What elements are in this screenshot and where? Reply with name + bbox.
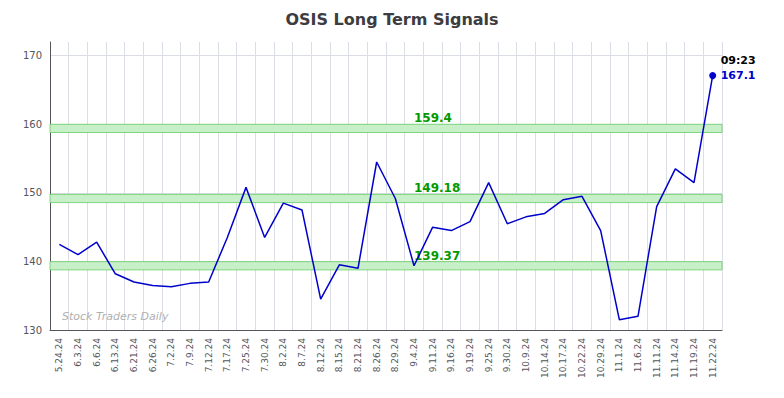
svg-text:9.16.24: 9.16.24 bbox=[446, 338, 456, 373]
svg-text:9.11.24: 9.11.24 bbox=[428, 338, 438, 373]
svg-text:6.13.24: 6.13.24 bbox=[110, 338, 120, 373]
svg-text:7.12.24: 7.12.24 bbox=[204, 338, 214, 373]
svg-text:149.18: 149.18 bbox=[414, 181, 460, 195]
svg-text:11.6.24: 11.6.24 bbox=[633, 338, 643, 373]
svg-text:6.3.24: 6.3.24 bbox=[73, 338, 83, 367]
svg-text:10.29.24: 10.29.24 bbox=[596, 338, 606, 378]
svg-text:6.6.24: 6.6.24 bbox=[92, 338, 102, 367]
svg-text:7.2.24: 7.2.24 bbox=[166, 338, 176, 367]
svg-text:160: 160 bbox=[23, 119, 42, 130]
svg-text:10.9.24: 10.9.24 bbox=[521, 338, 531, 373]
svg-text:170: 170 bbox=[23, 50, 42, 61]
svg-text:11.11.24: 11.11.24 bbox=[652, 338, 662, 378]
svg-text:150: 150 bbox=[23, 187, 42, 198]
svg-text:10.14.24: 10.14.24 bbox=[540, 338, 550, 378]
svg-text:8.29.24: 8.29.24 bbox=[390, 338, 400, 373]
svg-text:7.25.24: 7.25.24 bbox=[241, 338, 251, 373]
svg-text:139.37: 139.37 bbox=[414, 248, 461, 263]
svg-text:9.19.24: 9.19.24 bbox=[465, 338, 475, 373]
svg-text:11.14.24: 11.14.24 bbox=[670, 338, 680, 378]
svg-text:6.26.24: 6.26.24 bbox=[148, 338, 158, 373]
svg-text:9.30.24: 9.30.24 bbox=[502, 338, 512, 373]
svg-text:7.30.24: 7.30.24 bbox=[260, 338, 270, 373]
svg-text:9.25.24: 9.25.24 bbox=[484, 338, 494, 373]
svg-text:11.1.24: 11.1.24 bbox=[614, 338, 624, 373]
svg-text:9.4.24: 9.4.24 bbox=[409, 338, 419, 367]
svg-text:8.2.24: 8.2.24 bbox=[278, 338, 288, 367]
svg-text:8.26.24: 8.26.24 bbox=[372, 338, 382, 373]
svg-text:6.21.24: 6.21.24 bbox=[129, 338, 139, 373]
svg-text:8.12.24: 8.12.24 bbox=[316, 338, 326, 373]
svg-text:7.9.24: 7.9.24 bbox=[185, 338, 195, 367]
svg-text:5.24.24: 5.24.24 bbox=[54, 338, 64, 373]
svg-text:167.1: 167.1 bbox=[721, 69, 756, 82]
svg-text:8.21.24: 8.21.24 bbox=[353, 338, 363, 373]
svg-text:7.17.24: 7.17.24 bbox=[222, 338, 232, 373]
svg-text:130: 130 bbox=[23, 325, 42, 336]
svg-text:8.15.24: 8.15.24 bbox=[334, 338, 344, 373]
svg-text:8.7.24: 8.7.24 bbox=[297, 338, 307, 367]
svg-text:Stock Traders Daily: Stock Traders Daily bbox=[62, 310, 169, 323]
svg-text:11.22.24: 11.22.24 bbox=[708, 338, 718, 378]
svg-text:11.19.24: 11.19.24 bbox=[689, 338, 699, 378]
svg-text:10.17.24: 10.17.24 bbox=[558, 338, 568, 378]
svg-text:10.22.24: 10.22.24 bbox=[577, 338, 587, 378]
svg-text:140: 140 bbox=[23, 256, 42, 267]
svg-text:OSIS Long Term Signals: OSIS Long Term Signals bbox=[285, 10, 498, 29]
svg-text:159.4: 159.4 bbox=[414, 111, 452, 125]
svg-text:09:23: 09:23 bbox=[721, 54, 756, 67]
